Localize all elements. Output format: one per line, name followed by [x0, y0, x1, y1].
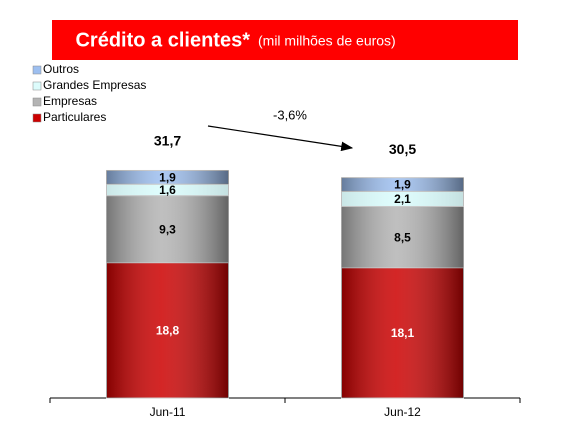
bar-shade [106, 195, 229, 263]
legend-swatch [32, 113, 42, 123]
data-label: 8,5 [394, 230, 411, 244]
total-label: 31,7 [154, 132, 181, 148]
data-label: 1,6 [159, 183, 176, 197]
annotation: -3,6% [273, 107, 307, 122]
legend-swatch [32, 81, 42, 91]
legend-label: Empresas [43, 94, 97, 108]
data-label: 2,1 [394, 192, 411, 206]
chart-subtitle: (mil milhões de euros) [258, 33, 396, 49]
data-label: 18,8 [156, 323, 180, 337]
legend-swatch [32, 65, 42, 75]
bar-shade [106, 262, 229, 398]
legend-label: Particulares [43, 110, 106, 124]
x-tick-label: Jun-12 [384, 405, 421, 419]
data-label: 1,9 [394, 178, 411, 192]
bar-shade [106, 184, 229, 196]
title-bar [52, 20, 518, 60]
chart-title: Crédito a clientes* [75, 29, 250, 51]
bar-shade [341, 177, 464, 192]
legend-label: Outros [43, 62, 79, 76]
bar-shade [341, 206, 464, 268]
trend-arrow [207, 125, 354, 152]
bar-shade [341, 267, 464, 398]
legend-label: Grandes Empresas [43, 78, 146, 92]
legend-swatch [32, 97, 42, 107]
x-tick-label: Jun-11 [150, 405, 186, 419]
bar-shade [106, 170, 229, 185]
total-label: 30,5 [389, 141, 416, 157]
data-label: 9,3 [159, 222, 176, 236]
data-label: 1,9 [159, 170, 176, 184]
data-label: 18,1 [391, 326, 415, 340]
bar-shade [341, 191, 464, 207]
